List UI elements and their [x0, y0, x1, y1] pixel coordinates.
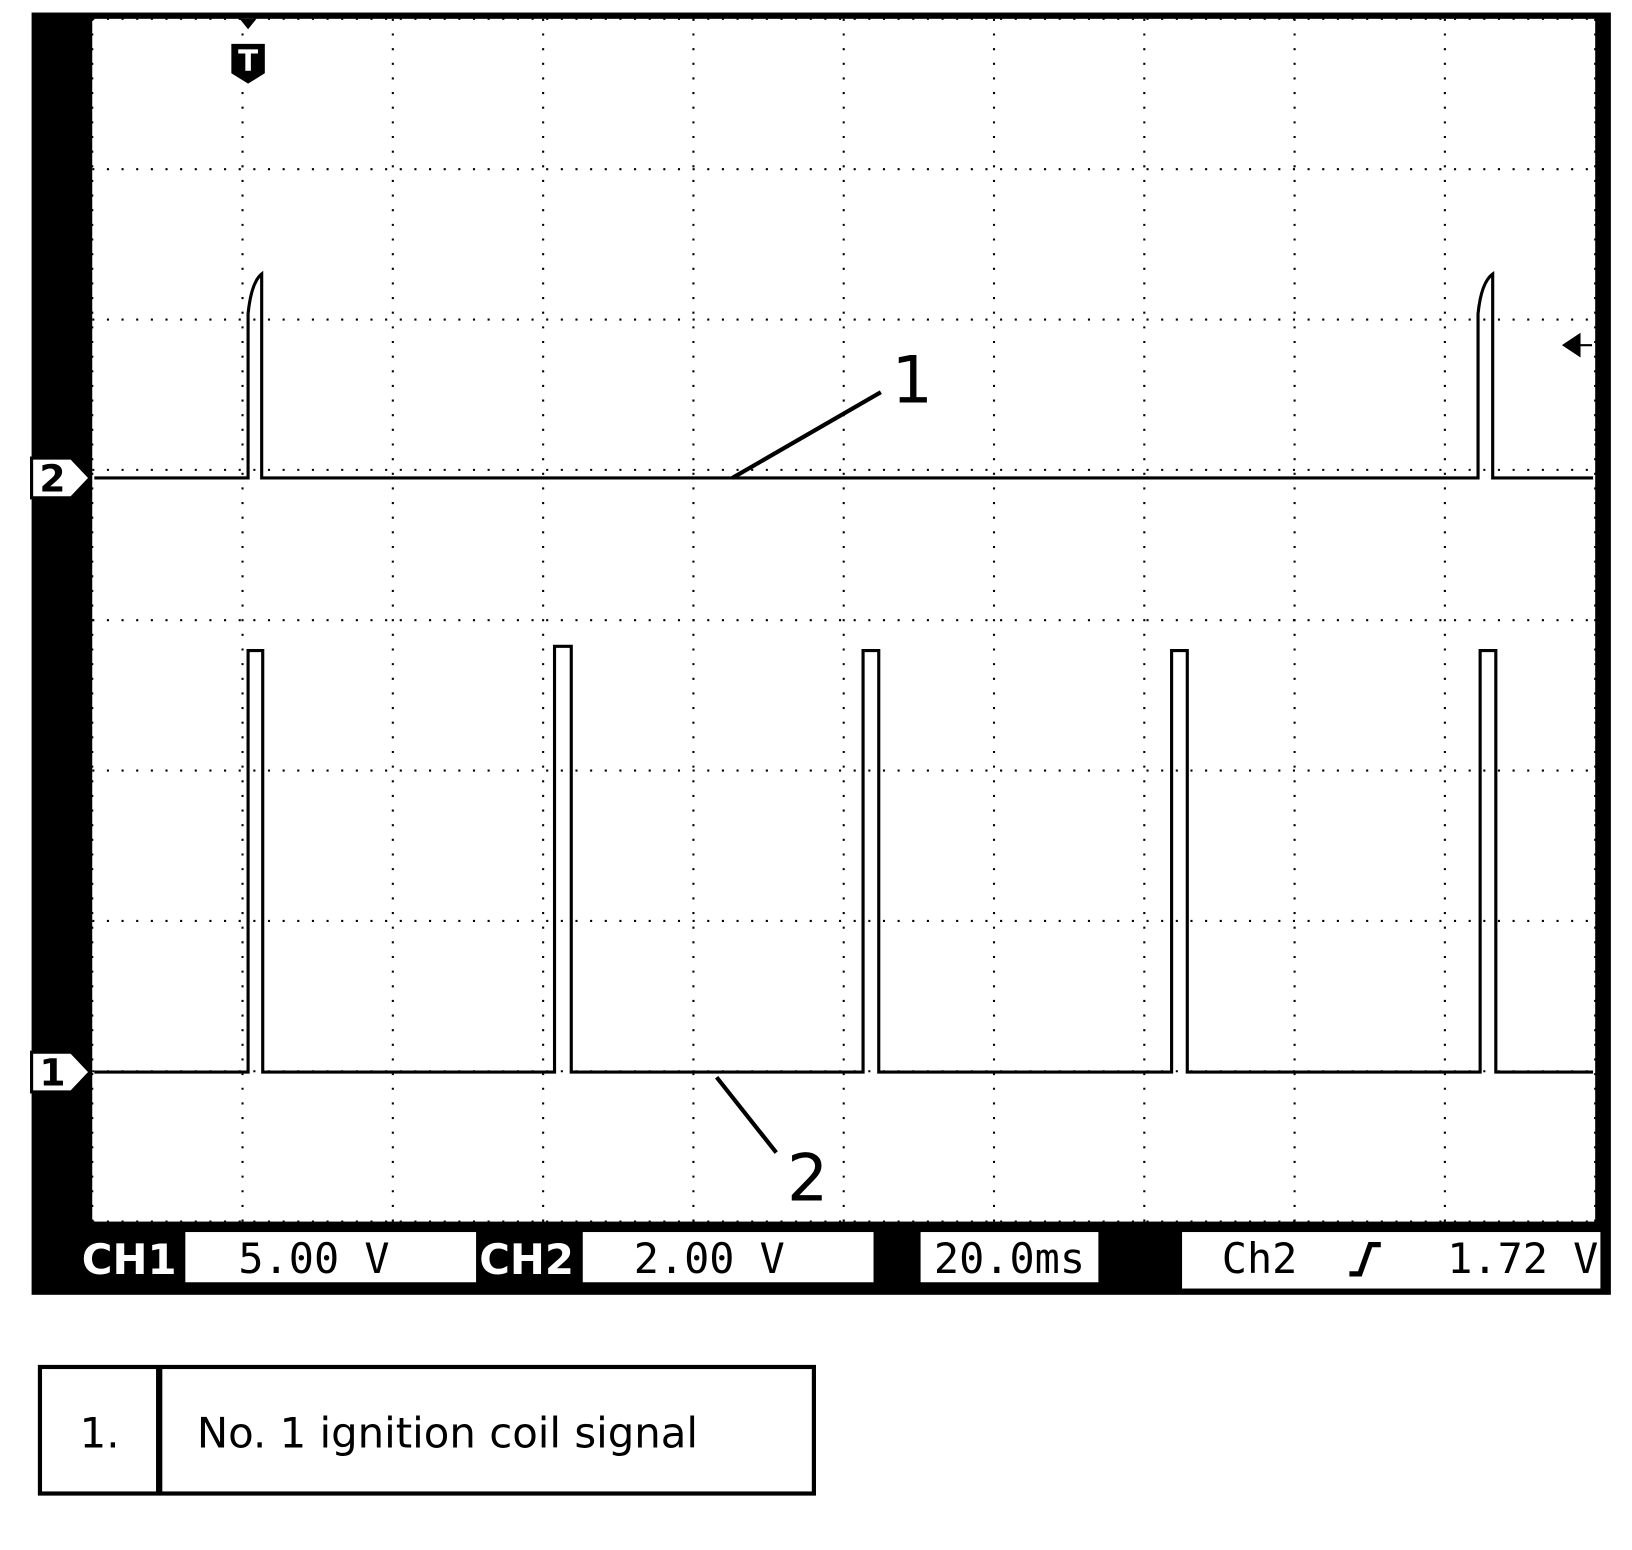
- trigger-marker: T: [238, 44, 258, 78]
- trigger-source: Ch2: [1222, 1234, 1298, 1283]
- callout: 1: [892, 344, 933, 419]
- legend-table: [37, 1364, 816, 1496]
- channel-marker: 2: [39, 457, 65, 501]
- ch1-scale: 5.00 V: [238, 1234, 389, 1283]
- timebase-box: [920, 1232, 1099, 1283]
- callout-line: [715, 1075, 778, 1154]
- ch2-label: CH2: [479, 1235, 574, 1284]
- callout-line: [731, 390, 882, 480]
- ch2-box: [582, 1232, 874, 1283]
- trigger-marker-box: [231, 43, 265, 84]
- trigger-level-marker: [1561, 332, 1593, 358]
- ch2-scale: 2.00 V: [634, 1234, 785, 1283]
- ch1-box: [185, 1232, 477, 1283]
- trigger-marker-arrow: [239, 18, 257, 30]
- channel-marker: 1: [39, 1051, 65, 1095]
- ch2-trace: [94, 270, 1594, 480]
- ch1-label: CH1: [82, 1235, 177, 1284]
- trigger-slope-icon: [1349, 1241, 1381, 1277]
- legend-number: 1.: [80, 1409, 120, 1458]
- callout: 2: [787, 1142, 828, 1217]
- ch1-trace: [94, 644, 1594, 1074]
- trigger-level: 1.72 V: [1447, 1234, 1598, 1283]
- channel-marker-box: [30, 1050, 93, 1094]
- channel-marker-box: [30, 456, 93, 500]
- trigger-box: [1182, 1232, 1601, 1289]
- timebase: 20.0ms: [934, 1234, 1085, 1283]
- legend-text: No. 1 ignition coil signal: [197, 1409, 698, 1458]
